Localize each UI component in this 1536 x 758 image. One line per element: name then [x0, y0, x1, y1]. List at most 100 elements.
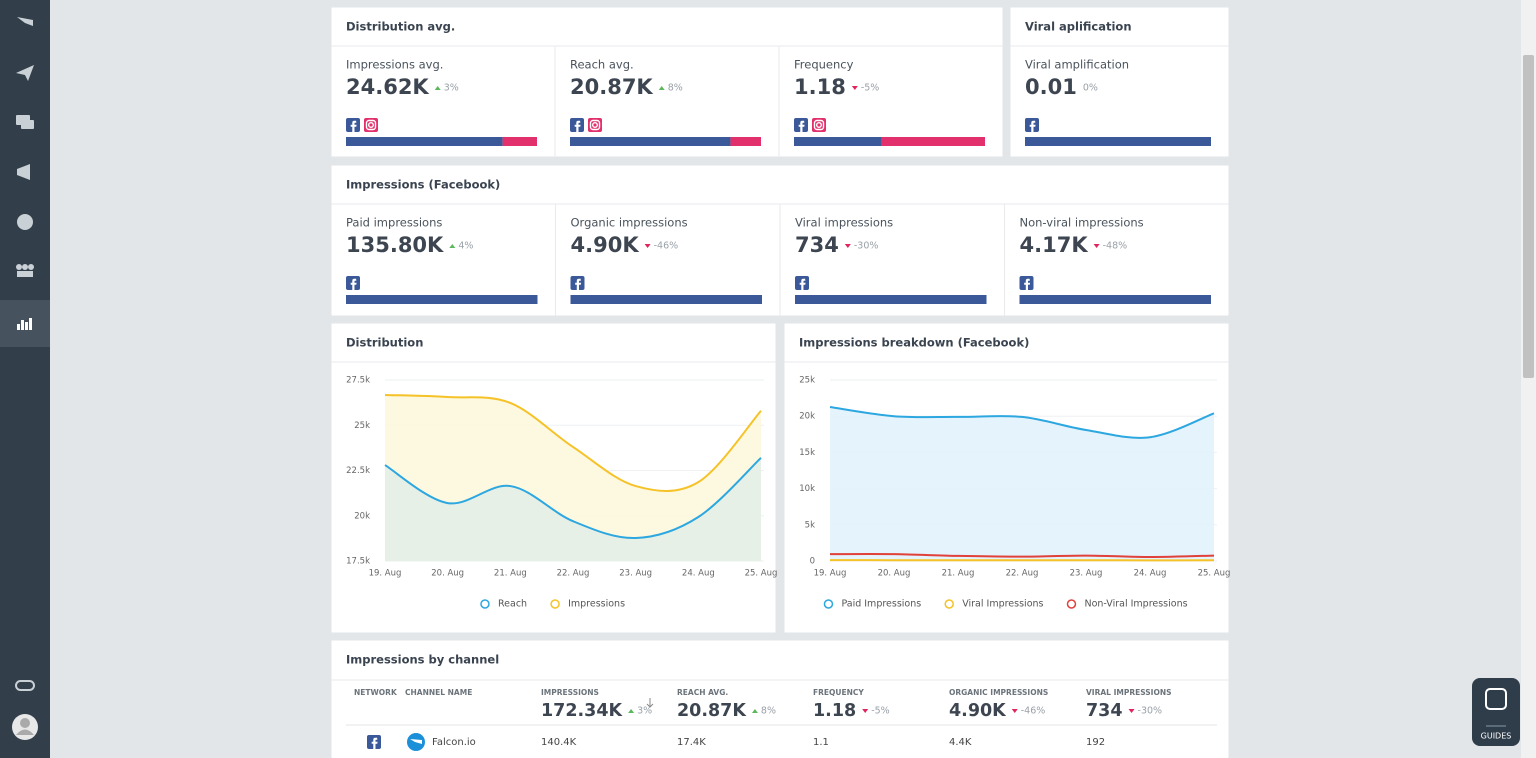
column-header: NETWORK	[354, 688, 398, 697]
trend-down	[1128, 709, 1135, 713]
trend-down	[1093, 244, 1100, 248]
guides-icon	[1485, 688, 1507, 710]
legend-label: Reach	[498, 599, 527, 610]
change: 8%	[668, 83, 683, 94]
share-bar	[1019, 295, 1211, 304]
column-header: CHANNEL NAME	[405, 688, 472, 697]
share-bar	[730, 137, 761, 146]
sort-arrow	[646, 698, 654, 708]
listen-icon[interactable]	[17, 214, 33, 230]
table-cell: 1.1	[813, 737, 829, 748]
metric-value: 734	[795, 233, 839, 257]
x-tick-label: 23. Aug	[1070, 569, 1103, 579]
measure-icon-3	[25, 322, 28, 330]
share-bar	[570, 295, 762, 304]
avatar-head	[20, 718, 30, 728]
column-total: 172.34K	[541, 701, 624, 721]
share-bar	[346, 137, 503, 146]
card-title: Distribution	[346, 336, 423, 350]
metric-value: 4.90K	[571, 233, 640, 257]
column-total: 20.87K	[677, 701, 747, 721]
change: -46%	[654, 241, 679, 252]
facebook-glyph	[350, 278, 357, 292]
y-tick-label: 20k	[354, 511, 370, 521]
column-total: 734	[1086, 701, 1123, 721]
change: -5%	[871, 706, 890, 717]
facebook-glyph	[574, 120, 581, 134]
measure-icon-4	[29, 318, 32, 330]
metric-label: Impressions avg.	[346, 58, 443, 72]
facebook-glyph	[798, 120, 805, 134]
change: 3%	[444, 83, 459, 94]
publish-icon[interactable]	[16, 65, 34, 81]
guides-button[interactable]	[1472, 678, 1520, 746]
metric-label: Frequency	[794, 58, 854, 72]
share-bar	[1025, 137, 1211, 146]
line	[384, 457, 762, 540]
card-title: Impressions by channel	[346, 653, 499, 667]
legend-label: Non-Viral Impressions	[1084, 599, 1187, 610]
trend-down	[851, 86, 858, 90]
share-bar	[346, 295, 538, 304]
change: 0%	[1083, 83, 1098, 94]
metric-label: Paid impressions	[346, 216, 442, 230]
trend-up	[628, 709, 635, 713]
facebook-glyph	[1024, 278, 1031, 292]
share-bar	[570, 137, 731, 146]
metric-value: 24.62K	[346, 75, 429, 99]
audience-icon-4	[17, 271, 33, 277]
instagram-glyph	[589, 119, 601, 131]
x-tick-label: 22. Aug	[557, 569, 590, 579]
measure-icon[interactable]	[17, 324, 20, 330]
y-tick-label: 15k	[799, 448, 815, 458]
trend-down	[1011, 709, 1018, 713]
column-header: ORGANIC IMPRESSIONS	[949, 688, 1048, 697]
facebook-glyph	[799, 278, 806, 292]
x-tick-label: 25. Aug	[745, 569, 778, 579]
change: -5%	[861, 83, 880, 94]
y-tick-label: 0	[810, 557, 815, 567]
card	[1009, 6, 1230, 158]
legend-marker	[944, 599, 954, 609]
advertise-icon[interactable]	[17, 164, 30, 180]
column-header: FREQUENCY	[813, 688, 864, 697]
table-cell: 140.4K	[541, 737, 577, 748]
y-tick-label: 5k	[805, 520, 815, 530]
legend-label: Impressions	[568, 599, 625, 610]
share-bar	[794, 137, 882, 146]
card-title: Distribution avg.	[346, 20, 455, 34]
audience-icon[interactable]	[16, 264, 22, 270]
link-icon[interactable]	[15, 680, 35, 691]
metric-label: Organic impressions	[571, 216, 688, 230]
change: -30%	[854, 241, 879, 252]
metric-value: 135.80K	[346, 233, 444, 257]
x-tick-label: 23. Aug	[619, 569, 652, 579]
metric-value: 4.17K	[1020, 233, 1089, 257]
instagram-glyph-lens	[592, 121, 599, 128]
y-tick-label: 25k	[354, 421, 370, 431]
logo-icon[interactable]	[17, 17, 33, 26]
x-tick-label: 21. Aug	[494, 569, 527, 579]
x-tick-label: 22. Aug	[1006, 569, 1039, 579]
column-header: IMPRESSIONS	[541, 688, 599, 697]
card-title: Impressions (Facebook)	[346, 178, 500, 192]
channel-logo-glyph	[410, 739, 422, 744]
change: -30%	[1138, 706, 1163, 717]
trend-up	[658, 86, 665, 90]
legend-marker	[550, 599, 560, 609]
guides-label: GUIDES	[1481, 732, 1512, 741]
line	[829, 552, 1215, 559]
change: 8%	[761, 706, 776, 717]
scrollbar-thumb[interactable]	[1523, 55, 1534, 378]
table-cell: 17.4K	[677, 737, 706, 748]
legend-marker	[480, 599, 490, 609]
metric-value: 0.01	[1025, 75, 1077, 99]
share-bar	[881, 137, 985, 146]
x-tick-label: 19. Aug	[369, 569, 402, 579]
legend-label: Viral Impressions	[962, 599, 1043, 610]
card-title: Impressions breakdown (Facebook)	[799, 336, 1029, 350]
card	[330, 639, 1230, 758]
legend: Paid Impressions Viral Impressions Non-Vir…	[823, 599, 1188, 610]
